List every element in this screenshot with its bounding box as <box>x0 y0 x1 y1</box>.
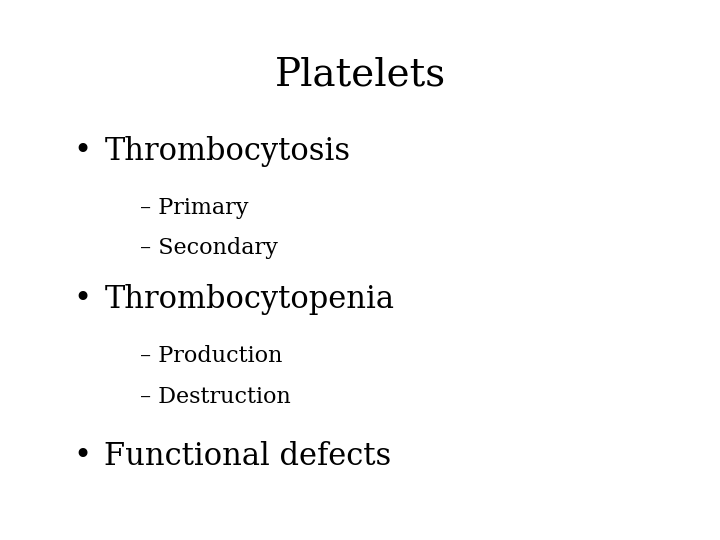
Text: – Secondary: – Secondary <box>140 238 278 259</box>
Text: •: • <box>73 136 92 167</box>
Text: – Primary: – Primary <box>140 197 249 219</box>
Text: Platelets: Platelets <box>274 57 446 94</box>
Text: Functional defects: Functional defects <box>104 441 392 472</box>
Text: Thrombocytopenia: Thrombocytopenia <box>104 284 395 315</box>
Text: – Production: – Production <box>140 346 283 367</box>
Text: •: • <box>73 284 92 315</box>
Text: •: • <box>73 441 92 472</box>
Text: – Destruction: – Destruction <box>140 386 291 408</box>
Text: Thrombocytosis: Thrombocytosis <box>104 136 351 167</box>
